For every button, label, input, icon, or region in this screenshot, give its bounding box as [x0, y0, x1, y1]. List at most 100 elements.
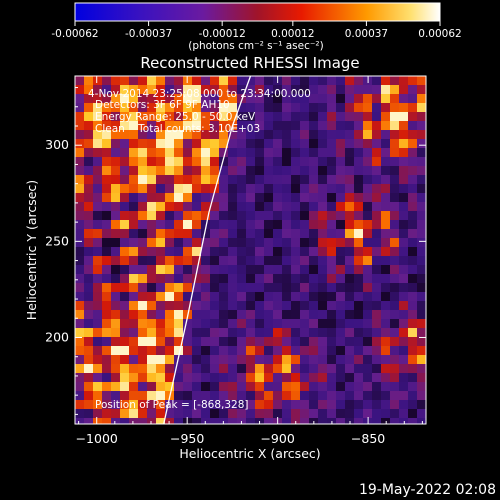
heatmap-cell — [282, 166, 292, 176]
heatmap-cell — [138, 292, 148, 302]
heatmap-cell — [174, 85, 184, 95]
heatmap-cell — [138, 229, 148, 239]
heatmap-cell — [192, 337, 202, 347]
heatmap-cell — [390, 220, 400, 230]
heatmap-cell — [165, 148, 175, 158]
heatmap-cell — [336, 274, 346, 284]
heatmap-cell — [102, 202, 112, 212]
heatmap-cell — [318, 238, 328, 248]
heatmap-cell — [174, 166, 184, 176]
heatmap-cell — [156, 76, 166, 86]
heatmap-cell — [156, 400, 166, 410]
heatmap-cell — [390, 310, 400, 320]
heatmap-cell — [417, 391, 426, 401]
heatmap-cell — [246, 220, 256, 230]
heatmap-cell — [129, 328, 139, 338]
heatmap-cell — [156, 175, 166, 185]
heatmap-cell — [147, 400, 157, 410]
heatmap-cell — [192, 256, 202, 266]
heatmap-cell — [129, 310, 139, 320]
x-tick-label: −900 — [260, 431, 294, 446]
heatmap-cell — [363, 256, 373, 266]
heatmap-cell — [327, 409, 337, 419]
heatmap-cell — [111, 202, 121, 212]
heatmap-cell — [165, 184, 175, 194]
heatmap-cell — [408, 319, 418, 329]
heatmap-cell — [327, 229, 337, 239]
heatmap-cell — [345, 247, 355, 257]
heatmap-cell — [210, 139, 220, 149]
heatmap-cell — [111, 211, 121, 221]
heatmap-cell — [147, 337, 157, 347]
heatmap-cell — [291, 85, 301, 95]
heatmap-cell — [300, 238, 310, 248]
heatmap-cell — [354, 247, 364, 257]
heatmap-cell — [93, 157, 103, 167]
heatmap-cell — [255, 382, 265, 392]
heatmap-cell — [210, 382, 220, 392]
heatmap-cell — [201, 193, 211, 203]
heatmap-cell — [390, 274, 400, 284]
heatmap-cell — [327, 112, 337, 122]
heatmap-cell — [408, 139, 418, 149]
heatmap-cell — [354, 85, 364, 95]
heatmap-cell — [300, 220, 310, 230]
heatmap-cell — [174, 139, 184, 149]
heatmap-cell — [138, 238, 148, 248]
heatmap-cell — [264, 166, 274, 176]
heatmap-cell — [237, 319, 247, 329]
heatmap-cell — [120, 364, 130, 374]
heatmap-cell — [138, 103, 148, 113]
colorbar-tick-label: -0.00037 — [125, 28, 172, 40]
heatmap-cell — [291, 319, 301, 329]
heatmap-cell — [291, 103, 301, 113]
heatmap-cell — [246, 328, 256, 338]
heatmap-cell — [75, 382, 85, 392]
heatmap-cell — [354, 112, 364, 122]
heatmap-cell — [192, 292, 202, 302]
heatmap-cell — [201, 76, 211, 86]
heatmap-cell — [273, 184, 283, 194]
heatmap-cell — [174, 274, 184, 284]
heatmap-cell — [84, 382, 94, 392]
heatmap-cell — [192, 283, 202, 293]
heatmap-cell — [120, 346, 130, 356]
heatmap-cell — [318, 166, 328, 176]
heatmap-cell — [408, 301, 418, 311]
heatmap-cell — [264, 418, 274, 424]
heatmap-cell — [300, 355, 310, 365]
heatmap-cell — [336, 256, 346, 266]
heatmap-cell — [210, 130, 220, 140]
heatmap-cell — [246, 400, 256, 410]
heatmap-cell — [318, 328, 328, 338]
heatmap-cell — [318, 211, 328, 221]
heatmap-cell — [309, 202, 319, 212]
heatmap-cell — [390, 283, 400, 293]
heatmap-cell — [372, 274, 382, 284]
heatmap-cell — [129, 184, 139, 194]
heatmap-cell — [300, 202, 310, 212]
heatmap-cell — [381, 373, 391, 383]
heatmap-cell — [129, 391, 139, 401]
heatmap-cell — [165, 112, 175, 122]
heatmap-cell — [408, 157, 418, 167]
heatmap-cell — [129, 337, 139, 347]
heatmap-cell — [228, 283, 238, 293]
heatmap-cell — [372, 328, 382, 338]
heatmap-cell — [408, 418, 418, 424]
heatmap-cell — [417, 382, 426, 392]
heatmap-cell — [327, 373, 337, 383]
heatmap-cell — [165, 373, 175, 383]
heatmap-cell — [183, 184, 193, 194]
heatmap-cell — [390, 247, 400, 257]
heatmap-cell — [156, 85, 166, 95]
heatmap-cell — [165, 121, 175, 131]
heatmap-cell — [372, 310, 382, 320]
heatmap-cell — [174, 103, 184, 113]
heatmap-cell — [273, 265, 283, 275]
heatmap-cell — [165, 319, 175, 329]
heatmap-cell — [327, 103, 337, 113]
heatmap-cell — [102, 364, 112, 374]
heatmap-cell — [219, 391, 229, 401]
heatmap-cell — [336, 337, 346, 347]
